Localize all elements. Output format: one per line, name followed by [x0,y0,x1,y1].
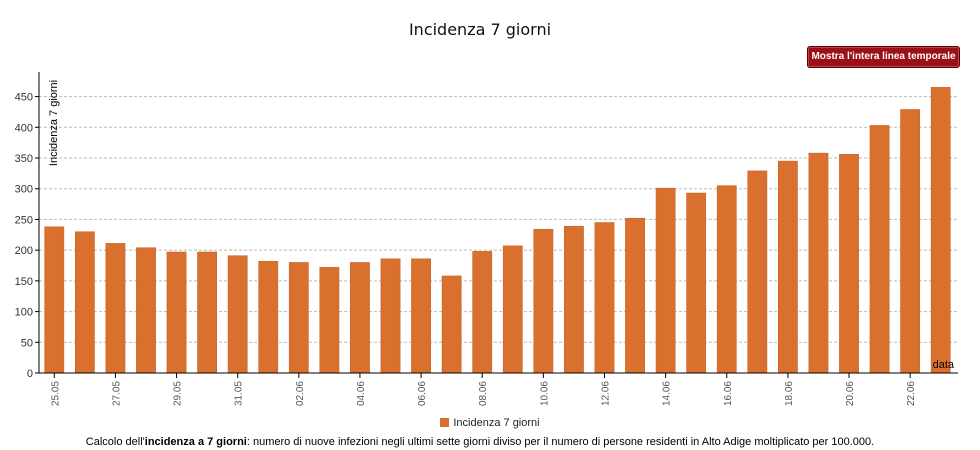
legend-swatch [440,418,450,427]
y-tick-label: 300 [15,184,33,196]
x-tick-label: 20.06 [845,381,856,406]
bar [441,275,462,374]
bar [74,231,95,374]
bar [44,226,65,374]
x-tick-label: 12.06 [600,381,611,406]
bar [900,109,921,374]
footnote-prefix: Calcolo dell' [85,436,145,448]
bar [227,255,248,374]
x-tick-label: 31.05 [234,381,245,406]
x-tick-label: 10.06 [539,381,550,406]
bar [166,251,187,374]
x-tick-label: 04.06 [356,381,367,406]
bar [350,262,370,374]
legend: Incidenza 7 giorni [0,417,980,429]
x-tick-label: 14.06 [662,381,673,406]
bar [380,258,401,374]
x-tick-label: 25.05 [50,381,61,406]
bar [869,125,890,374]
bar [930,87,951,374]
x-tick-label: 29.05 [173,381,184,406]
bar [411,258,431,374]
bar [288,262,309,374]
chart-title: Incidenza 7 giorni [408,20,552,39]
bar [655,187,676,374]
y-tick-label: 400 [15,122,33,134]
bar-chart: 0 50 100 150 200 250 300 350 400 450 25.05 27.05 29… [15,72,958,406]
bar [808,152,829,374]
y-tick-label: 150 [15,276,33,288]
bar [502,245,523,374]
y-tick-label: 250 [15,214,33,226]
y-tick-label: 450 [15,92,33,104]
x-tick-label: 16.06 [723,381,734,406]
bar [778,160,798,374]
bar [686,192,707,374]
bar [472,251,493,374]
bars [44,87,951,374]
footnote: Calcolo dell'incidenza a 7 giorni: numer… [0,436,960,448]
x-tick-label: 27.05 [111,381,122,406]
y-axis-label: Incidenza 7 giorni [48,80,60,166]
y-tick-label: 200 [15,245,33,257]
bar [564,225,584,374]
bar [136,247,156,374]
footnote-rest: : numero di nuove infezioni negli ultimi… [246,436,875,448]
bar [716,185,737,374]
grid-lines [39,96,958,343]
bar [533,229,554,374]
y-tick-label: 100 [15,307,33,319]
x-tick-label: 18.06 [784,381,795,406]
x-tick-label: 02.06 [295,381,306,406]
x-axis-label: data [933,359,955,371]
bar [258,260,279,374]
legend-label: Incidenza 7 giorni [453,417,540,429]
bar [105,243,126,374]
y-axis: 0 50 100 150 200 250 300 350 400 450 [15,72,40,380]
x-tick-label: 22.06 [906,381,917,406]
y-tick-label: 50 [21,337,33,349]
bar [747,170,768,374]
y-tick-label: 350 [15,153,33,165]
x-axis: 25.05 27.05 29.05 31.05 02.06 04.06 06.06 08.06… [39,372,958,406]
bar [319,267,340,374]
show-full-timeline-button[interactable]: Mostra l'intera linea temporale [807,46,960,68]
x-tick-label: 06.06 [417,381,428,406]
bar [197,251,218,374]
footnote-bold: incidenza a 7 giorni [144,436,247,448]
y-tick-label: 0 [27,368,33,380]
x-tick-label: 08.06 [478,381,489,406]
bar [839,154,859,374]
bar [594,222,615,374]
bar [625,217,645,374]
